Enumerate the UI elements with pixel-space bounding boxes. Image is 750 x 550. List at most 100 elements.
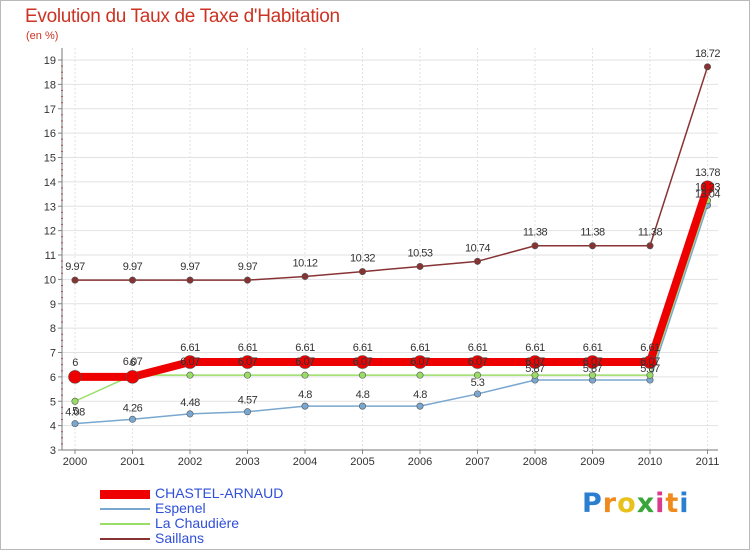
data-point (125, 370, 140, 384)
data-label: 6.61 (468, 342, 488, 354)
y-tick-label: 19 (44, 55, 56, 67)
data-label: 4.48 (180, 397, 200, 409)
data-label: 6.07 (295, 356, 315, 368)
logo-letter: P (582, 488, 603, 519)
data-label: 13.04 (695, 188, 720, 200)
data-point (643, 355, 657, 369)
data-point (186, 410, 194, 418)
y-tick-label: 7 (50, 348, 56, 360)
data-point (528, 355, 542, 369)
data-label: 13.23 (695, 182, 720, 194)
x-tick-label: 2010 (638, 456, 662, 468)
line-chart: 3 4 5 6 7 8 9 10 11 12 13 14 15 16 17 18 19 2000 2001 2002 2… (44, 48, 721, 468)
data-point (646, 371, 654, 379)
data-point (588, 242, 596, 250)
y-tick-label: 13 (44, 201, 56, 213)
data-label: 4.8 (298, 389, 312, 401)
data-label: 10.12 (292, 257, 317, 269)
data-label: 5.87 (525, 363, 545, 375)
series-line-3 (75, 66, 709, 281)
data-point (301, 272, 309, 280)
legend-swatch (100, 523, 150, 525)
x-tick-label: 2002 (178, 456, 202, 468)
x-tick-label: 2005 (350, 456, 374, 468)
data-label: 4.57 (238, 395, 258, 407)
x-tick-label: 2011 (696, 456, 720, 468)
x-tick-label: 2008 (523, 456, 547, 468)
data-point (298, 355, 312, 369)
data-label: 10.53 (407, 247, 432, 259)
chart-title: Evolution du Taux de Taxe d'Habitation (25, 6, 340, 27)
x-tick-label: 2000 (63, 456, 87, 468)
data-label: 6.61 (640, 342, 660, 354)
data-point (71, 397, 79, 405)
legend-label: Saillans (155, 530, 205, 546)
data-point (531, 242, 539, 250)
data-point (71, 420, 79, 428)
data-label: 6.61 (180, 342, 200, 354)
data-label: 6.61 (583, 342, 603, 354)
proxiti-logo: Proxiti (582, 488, 690, 519)
data-point (473, 390, 481, 398)
data-point (129, 415, 137, 423)
data-point (71, 276, 79, 284)
logo-letter: o (617, 488, 637, 519)
series-line-1 (74, 205, 709, 425)
y-tick-label: 4 (50, 421, 56, 433)
data-label: 6.07 (468, 356, 488, 368)
legend-label: La Chaudière (155, 515, 240, 531)
logo-letter: r (602, 488, 618, 519)
y-tick-label: 6 (50, 372, 56, 384)
data-label: 4.26 (123, 402, 143, 414)
chart-unit: (en %) (26, 30, 59, 42)
data-label: 9.97 (65, 261, 85, 273)
data-label: 5.87 (640, 363, 660, 375)
data-point (358, 402, 366, 410)
logo-letter: t (665, 488, 680, 519)
data-label: 10.32 (350, 253, 375, 265)
data-point (129, 276, 137, 284)
data-point (355, 355, 370, 369)
data-label: 11.38 (638, 227, 663, 239)
data-point (470, 355, 485, 369)
plot-area (62, 48, 718, 450)
data-point (416, 402, 424, 410)
data-label: 4.08 (65, 407, 85, 419)
data-label: 6.61 (525, 342, 545, 354)
data-label: 6.61 (238, 342, 258, 354)
data-point (703, 63, 711, 71)
data-label: 6.07 (525, 356, 545, 368)
data-label: 5.3 (471, 377, 485, 389)
data-point (301, 371, 309, 379)
data-label: 4.8 (413, 389, 427, 401)
data-point (646, 242, 654, 250)
series-line-2 (74, 200, 709, 402)
logo-letter: x (636, 488, 656, 519)
data-point (588, 371, 596, 379)
data-label: 6 (72, 357, 78, 369)
data-label: 11.38 (523, 227, 548, 239)
data-label: 6.61 (295, 342, 315, 354)
data-label: 10.74 (465, 242, 490, 254)
y-tick-label: 14 (44, 177, 56, 189)
data-label: 6.07 (640, 356, 660, 368)
y-tick-label: 15 (44, 153, 56, 165)
y-tick-label: 3 (50, 445, 56, 457)
data-label: 6.07 (353, 356, 373, 368)
y-tick-label: 8 (50, 323, 56, 335)
data-point (700, 180, 715, 195)
data-label: 5.87 (583, 363, 603, 375)
data-label: 6.61 (353, 342, 373, 354)
series-line-0 (75, 185, 712, 381)
data-label: 5 (72, 405, 78, 417)
data-label: 6.07 (123, 356, 143, 368)
y-tick-label: 16 (44, 128, 56, 140)
data-label: 9.97 (180, 261, 200, 273)
data-point (301, 402, 309, 410)
y-tick-label: 11 (45, 250, 56, 262)
data-point (358, 371, 366, 379)
data-point (585, 355, 600, 369)
x-tick-label: 2009 (580, 456, 604, 468)
data-label: 18.72 (695, 48, 720, 60)
data-label: 6.07 (180, 356, 200, 368)
